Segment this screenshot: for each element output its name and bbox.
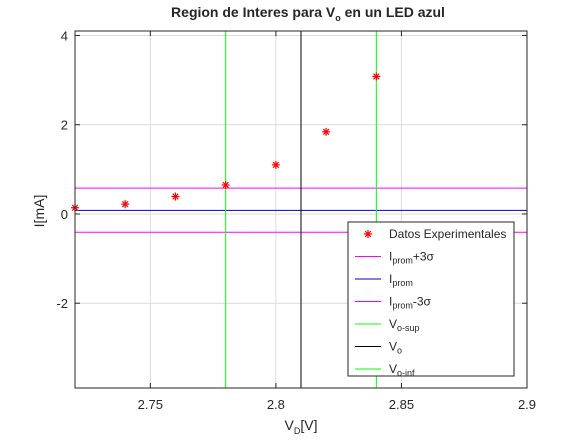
legend-marker [364, 230, 372, 238]
data-point [271, 160, 280, 169]
legend-label-subscript: prom [392, 278, 413, 288]
legend-entry: Datos Experimentales [364, 227, 506, 241]
data-point [322, 127, 331, 136]
legend-label-suffix: +3σ [413, 250, 435, 264]
data-points [71, 72, 381, 212]
legend-label-base: I [389, 295, 392, 309]
chart-title-prefix: Region de Interes para V [171, 4, 336, 20]
asterisk-stroke [222, 181, 229, 189]
legend-label-subscript: o [397, 346, 402, 356]
x-tick-label: 2.75 [138, 397, 163, 412]
legend-label: Vo-inf [389, 362, 415, 378]
legend-label: Iprom [389, 272, 413, 288]
legend-box [347, 221, 515, 377]
legend-label: Iprom-3σ [389, 295, 432, 311]
legend-label-subscript: o-sup [397, 323, 420, 333]
plot-frame [74, 30, 528, 389]
legend-label-subscript: prom [392, 301, 413, 311]
data-point [171, 192, 180, 201]
chart-title: Region de Interes para Vo en un LED azul [171, 4, 445, 23]
data-point [121, 200, 130, 209]
legend-entry: Vo [355, 340, 402, 356]
y-tick-label: 0 [61, 207, 68, 222]
y-tick-label: 2 [61, 118, 68, 133]
x-tick-label: 2.85 [389, 397, 414, 412]
legend-entry: Iprom [355, 272, 413, 288]
y-tick-label: 4 [61, 28, 68, 43]
legend-entry: Vo-sup [355, 317, 420, 333]
legend-label: Datos Experimentales [389, 227, 506, 241]
x-axis-label-subscript: D [294, 426, 301, 436]
legend-label-subscript: o-inf [397, 368, 415, 378]
legend-label-base: V [389, 317, 397, 331]
asterisk-stroke [373, 73, 380, 80]
asterisk-stroke [272, 161, 280, 169]
asterisk-stroke [322, 128, 330, 136]
legend-label: Vo [389, 340, 402, 356]
chart-title-suffix: en un LED azul [341, 4, 445, 20]
y-tick-label: -2 [56, 296, 68, 311]
data-point [221, 180, 230, 189]
legend-entry: Iprom-3σ [355, 295, 432, 311]
chart-title-subscript: o [335, 13, 341, 23]
legend-label-base: I [389, 272, 392, 286]
legend-label: Vo-sup [389, 317, 420, 333]
legend-label-suffix: -3σ [413, 295, 432, 309]
asterisk-stroke [121, 200, 129, 208]
data-point [372, 72, 381, 81]
legend-label-base: V [389, 340, 397, 354]
x-axis-label: VD[V] [285, 417, 318, 436]
legend-entry: Iprom+3σ [355, 250, 435, 266]
axis-ticks: 2.75 2.8 2.85 2.9 -2 0 2 4 [56, 28, 536, 412]
x-tick-label: 2.8 [267, 397, 285, 412]
asterisk-stroke [364, 230, 372, 238]
legend-entry: Vo-inf [355, 362, 415, 378]
legend-label: Iprom+3σ [389, 250, 435, 266]
y-axis-label: I[mA] [31, 195, 47, 228]
asterisk-stroke [172, 193, 179, 200]
x-tick-label: 2.9 [518, 397, 536, 412]
legend: Datos ExperimentalesIprom+3σIpromIprom-3… [347, 221, 515, 378]
legend-label-subscript: prom [392, 256, 413, 266]
x-axis-label-suffix: [V] [300, 417, 317, 433]
legend-label-base: V [389, 362, 397, 376]
x-axis-label-base: V [285, 417, 295, 433]
legend-label-base: I [389, 250, 392, 264]
